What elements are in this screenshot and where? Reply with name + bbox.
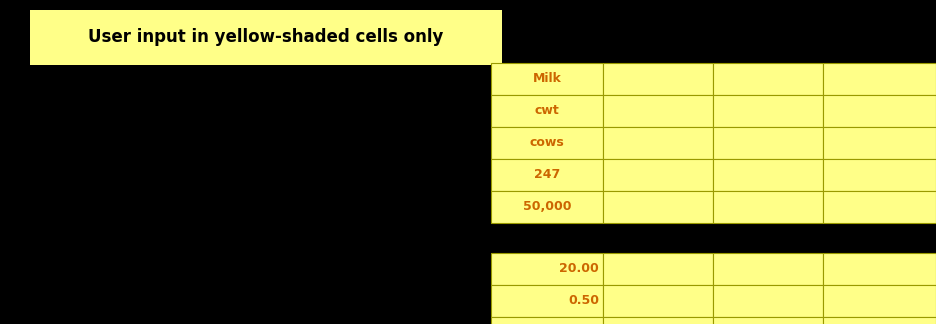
Bar bbox=[491, 253, 603, 285]
Text: 247: 247 bbox=[534, 168, 560, 181]
Bar bbox=[823, 285, 936, 317]
Bar bbox=[823, 95, 936, 127]
Bar bbox=[491, 317, 603, 324]
Bar bbox=[713, 95, 823, 127]
Bar bbox=[713, 159, 823, 191]
Bar bbox=[713, 253, 823, 285]
Bar bbox=[823, 253, 936, 285]
Bar bbox=[823, 127, 936, 159]
Bar bbox=[603, 285, 713, 317]
Text: cows: cows bbox=[530, 136, 564, 149]
Text: 20.00: 20.00 bbox=[559, 262, 599, 275]
Text: 0.50: 0.50 bbox=[568, 295, 599, 307]
Bar bbox=[603, 317, 713, 324]
Bar bbox=[491, 191, 603, 223]
Text: Milk: Milk bbox=[533, 73, 562, 86]
Bar bbox=[823, 159, 936, 191]
Bar bbox=[603, 159, 713, 191]
Bar bbox=[603, 95, 713, 127]
Bar bbox=[603, 127, 713, 159]
Text: User input in yellow-shaded cells only: User input in yellow-shaded cells only bbox=[88, 29, 444, 47]
Bar bbox=[713, 317, 823, 324]
Bar bbox=[713, 285, 823, 317]
Bar bbox=[30, 10, 502, 65]
Bar bbox=[823, 191, 936, 223]
Text: 50,000: 50,000 bbox=[522, 201, 571, 214]
Bar bbox=[491, 159, 603, 191]
Bar bbox=[491, 127, 603, 159]
Bar bbox=[823, 317, 936, 324]
Text: cwt: cwt bbox=[534, 105, 560, 118]
Bar bbox=[491, 285, 603, 317]
Bar bbox=[491, 63, 603, 95]
Bar bbox=[603, 253, 713, 285]
Bar bbox=[603, 191, 713, 223]
Bar bbox=[713, 127, 823, 159]
Bar bbox=[603, 63, 713, 95]
Bar bbox=[713, 63, 823, 95]
Bar bbox=[713, 191, 823, 223]
Bar bbox=[491, 95, 603, 127]
Bar bbox=[823, 63, 936, 95]
